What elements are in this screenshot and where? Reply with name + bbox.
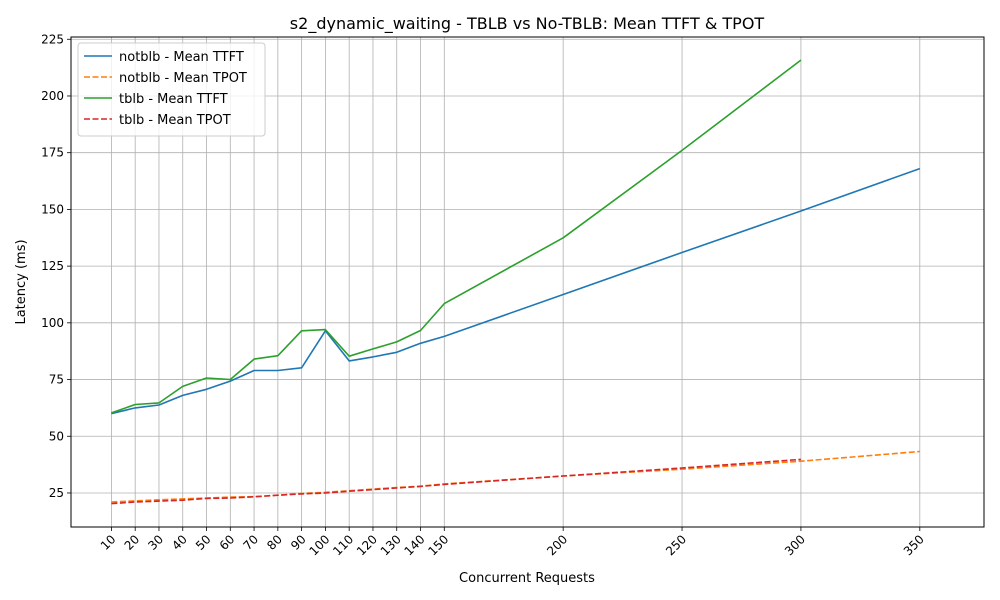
series-line-notblb-mean-ttft	[111, 167, 921, 415]
y-tick-label: 175	[41, 146, 64, 160]
y-tick-label: 225	[41, 32, 64, 46]
y-tick-label: 200	[41, 89, 64, 103]
axes-frame	[70, 36, 985, 528]
legend-label: notblb - Mean TTFT	[119, 50, 244, 65]
y-axis-label: Latency (ms)	[14, 239, 29, 324]
y-tick-label: 25	[49, 486, 64, 500]
y-tick-label: 75	[49, 373, 64, 387]
y-tick-label: 50	[49, 429, 64, 443]
y-tick-label: 125	[41, 259, 64, 273]
legend-label: tblb - Mean TTFT	[119, 92, 228, 107]
legend: notblb - Mean TTFT notblb - Mean TPOT tblb…	[77, 42, 266, 137]
y-tick-label: 100	[41, 316, 64, 330]
y-axis-ticks: 25 50 75 100 125 150 175 200 225	[41, 32, 71, 500]
legend-label: tblb - Mean TPOT	[119, 113, 231, 128]
series-line-tblb-mean-tpot	[111, 458, 801, 505]
chart-title: s2_dynamic_waiting - TBLB vs No-TBLB: Me…	[290, 14, 765, 34]
y-tick-label: 150	[41, 202, 64, 216]
series-line-tblb-mean-ttft	[111, 59, 802, 414]
x-axis-label: Concurrent Requests	[459, 571, 595, 586]
legend-box	[77, 42, 266, 137]
legend-label: notblb - Mean TPOT	[119, 71, 247, 86]
series-layer	[111, 59, 921, 505]
